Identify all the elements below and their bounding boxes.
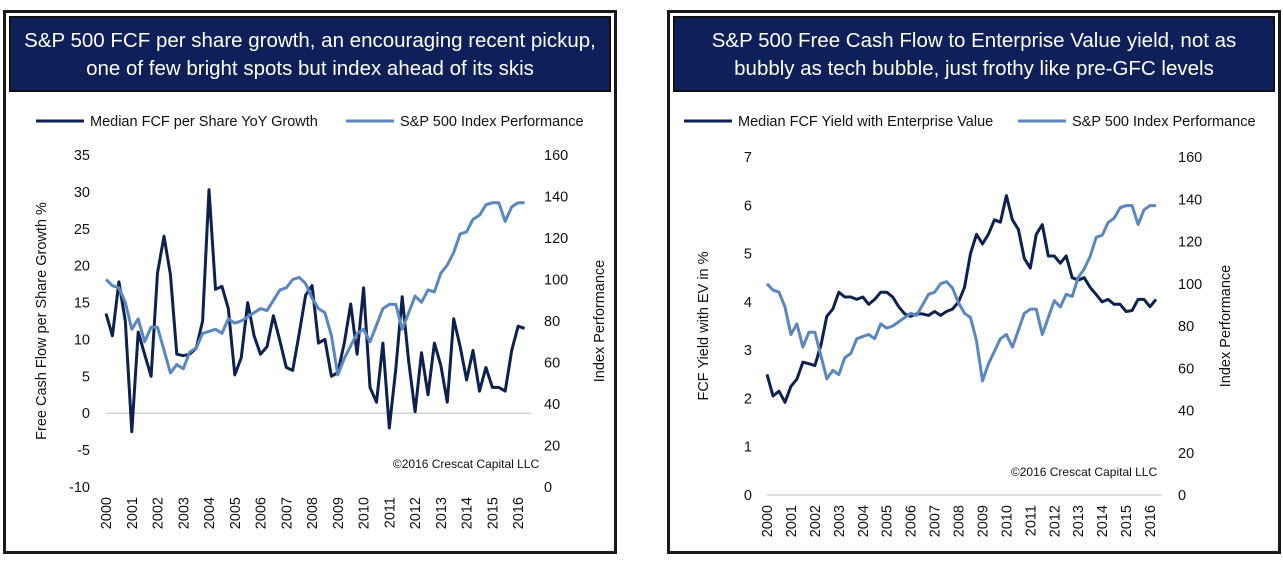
y-tick-label: 0	[744, 488, 752, 504]
y2-tick-label: 40	[1178, 404, 1194, 420]
x-tick-label: 2011	[382, 497, 398, 528]
legend-label: Median FCF per Share YoY Growth	[90, 114, 318, 130]
copyright-annotation: ©2016 Crescat Capital LLC	[1011, 465, 1158, 479]
x-tick-label: 2000	[760, 505, 776, 537]
x-tick-label: 2004	[202, 497, 218, 529]
x-tick-label: 2000	[99, 497, 115, 529]
y2-tick-label: 0	[1178, 488, 1186, 504]
y2-tick-label: 80	[544, 314, 560, 330]
y-tick-label: 7	[744, 150, 752, 166]
y2-tick-label: 20	[1178, 446, 1194, 462]
x-tick-label: 2015	[1119, 505, 1135, 537]
x-tick-label: 2001	[125, 497, 141, 529]
y2-tick-label: 160	[544, 148, 568, 164]
chart-title-banner: S&P 500 Free Cash Flow to Enterprise Val…	[673, 16, 1275, 92]
chart-panel-right: S&P 500 Free Cash Flow to Enterprise Val…	[667, 10, 1281, 554]
y-tick-label: 6	[744, 198, 752, 214]
x-tick-label: 2008	[952, 505, 968, 537]
y2-axis-title: Index Performance	[1218, 265, 1234, 388]
x-tick-label: 2014	[460, 497, 476, 529]
y-axis-title: Free Cash Flow per Share Growth %	[34, 202, 50, 440]
chart-title-line-1: S&P 500 Free Cash Flow to Enterprise Val…	[711, 29, 1237, 52]
legend-label: S&P 500 Index Performance	[1072, 114, 1256, 130]
y2-tick-label: 100	[544, 273, 568, 289]
x-tick-label: 2006	[904, 505, 920, 537]
x-tick-label: 2012	[1047, 505, 1063, 537]
y2-tick-label: 20	[544, 439, 560, 455]
legend-label: Median FCF Yield with Enterprise Value	[738, 114, 993, 130]
x-tick-label: 2007	[279, 497, 295, 529]
fcf-yield-chart: Median FCF Yield with Enterprise Value S&…	[684, 114, 1256, 537]
y-tick-label: 1	[744, 440, 752, 456]
x-tick-label: 2002	[151, 497, 167, 529]
y2-tick-label: 120	[1178, 235, 1202, 251]
y-tick-label: 5	[744, 247, 752, 263]
series-line	[104, 201, 525, 377]
x-tick-label: 2010	[999, 505, 1015, 537]
y-tick-label: 5	[82, 369, 90, 385]
chart-title-line-1: S&P 500 FCF per share growth, an encoura…	[24, 29, 596, 52]
x-tick-label: 2003	[176, 497, 192, 529]
y2-tick-label: 60	[544, 356, 560, 372]
x-tick-label: 2012	[408, 497, 424, 529]
chart-title-banner: S&P 500 FCF per share growth, an encoura…	[9, 16, 611, 92]
x-tick-label: 2009	[975, 505, 991, 537]
chart-panel-left: S&P 500 FCF per share growth, an encoura…	[3, 10, 617, 554]
copyright-annotation: ©2016 Crescat Capital LLC	[393, 457, 540, 471]
chart-title-line-2: bubbly as tech bubble, just frothy like …	[734, 57, 1214, 80]
y-tick-label: 2	[744, 391, 752, 407]
y-tick-label: 3	[744, 343, 752, 359]
fcf-growth-chart: Median FCF per Share YoY Growth S&P 500 I…	[34, 114, 608, 529]
x-tick-label: 2001	[784, 505, 800, 537]
y-tick-label: 15	[74, 296, 90, 312]
y2-tick-label: 160	[1178, 150, 1202, 166]
x-tick-label: 2011	[1023, 505, 1039, 536]
y2-tick-label: 100	[1178, 277, 1202, 293]
y2-tick-label: 60	[1178, 361, 1194, 377]
y-tick-label: -10	[69, 480, 90, 496]
y2-tick-label: 140	[1178, 192, 1202, 208]
y-tick-label: 10	[74, 332, 90, 348]
y-tick-label: 20	[74, 259, 90, 275]
y2-axis-title: Index Performance	[592, 260, 608, 383]
x-tick-label: 2005	[880, 505, 896, 537]
y-tick-label: 35	[74, 148, 90, 164]
chart-title-line-2: one of few bright spots but index ahead …	[86, 57, 534, 80]
legend-label: S&P 500 Index Performance	[400, 114, 584, 130]
x-tick-label: 2008	[305, 497, 321, 529]
y2-tick-label: 40	[544, 397, 560, 413]
y-tick-label: 0	[82, 406, 90, 422]
y2-tick-label: 80	[1178, 319, 1194, 335]
x-tick-label: 2013	[1071, 505, 1087, 537]
y-tick-label: 4	[744, 295, 752, 311]
y2-tick-label: 120	[544, 231, 568, 247]
x-tick-label: 2007	[928, 505, 944, 537]
x-tick-label: 2006	[254, 497, 270, 529]
y-tick-label: -5	[77, 443, 90, 459]
x-tick-label: 2014	[1095, 505, 1111, 537]
y-tick-label: 25	[74, 222, 90, 238]
x-tick-label: 2013	[434, 497, 450, 529]
y-tick-label: 30	[74, 185, 90, 201]
x-tick-label: 2015	[485, 497, 501, 529]
x-tick-label: 2016	[511, 497, 527, 529]
series-line	[765, 204, 1156, 383]
x-tick-label: 2003	[832, 505, 848, 537]
y2-tick-label: 0	[544, 480, 552, 496]
x-tick-label: 2016	[1143, 505, 1159, 537]
x-tick-label: 2009	[331, 497, 347, 529]
x-tick-label: 2010	[357, 497, 373, 529]
series-line	[104, 188, 526, 434]
y2-tick-label: 140	[544, 190, 568, 206]
y-axis-title: FCF Yield with EV in %	[696, 251, 712, 400]
x-tick-label: 2002	[808, 505, 824, 537]
series-line	[765, 194, 1158, 404]
x-tick-label: 2005	[228, 497, 244, 529]
x-tick-label: 2004	[856, 505, 872, 537]
